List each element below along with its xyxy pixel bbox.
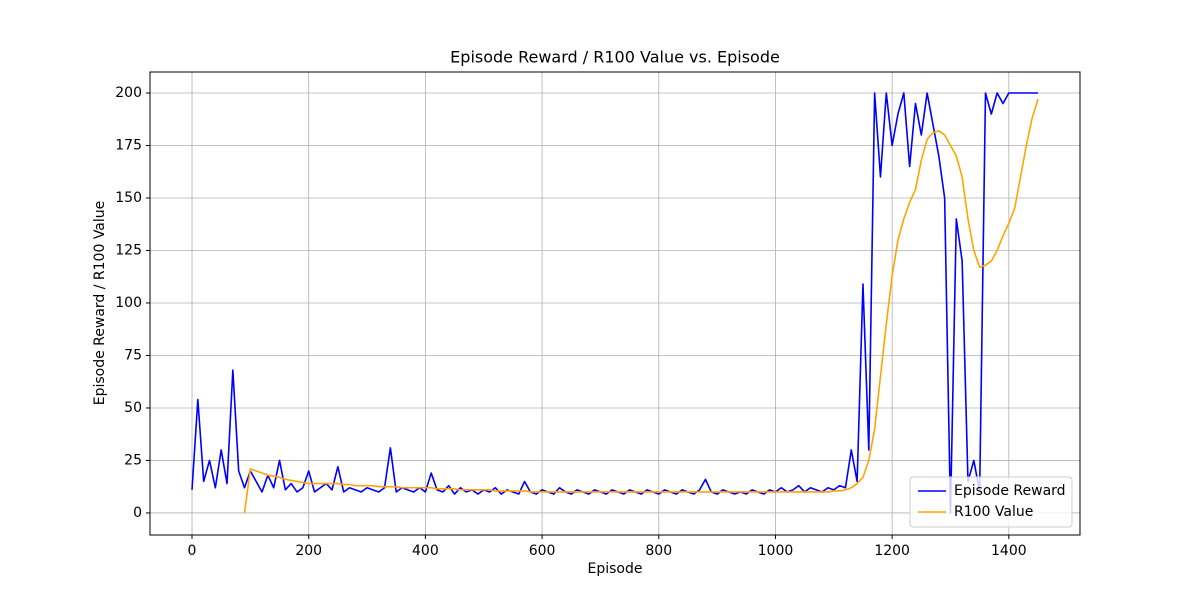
legend: Episode Reward R100 Value	[909, 476, 1073, 528]
y-tick-label: 200	[115, 85, 142, 101]
x-tick-label: 1200	[874, 543, 910, 559]
y-tick-label: 125	[115, 242, 142, 258]
y-tick-label: 150	[115, 190, 142, 206]
x-axis-label: Episode	[588, 561, 643, 577]
x-tick-label: 1000	[758, 543, 794, 559]
x-tick-label: 1400	[991, 543, 1027, 559]
series-line	[243, 99, 1039, 514]
y-axis-label: Episode Reward / R100 Value	[92, 201, 108, 406]
y-tick-label: 25	[124, 452, 142, 468]
y-tick-label: 0	[133, 505, 142, 521]
y-tick-label: 100	[115, 295, 142, 311]
chart-title: Episode Reward / R100 Value vs. Episode	[450, 48, 780, 67]
y-tick-label: 75	[124, 347, 142, 363]
x-tick-label: 800	[645, 543, 672, 559]
legend-box	[909, 476, 1073, 528]
x-tick-label: 200	[295, 543, 322, 559]
legend-label: Episode Reward	[954, 483, 1066, 499]
y-tick-label: 175	[115, 137, 142, 153]
x-tick-label: 600	[529, 543, 556, 559]
plot-frame	[149, 71, 1081, 536]
series-line	[191, 92, 1038, 514]
legend-label: R100 Value	[954, 504, 1033, 520]
x-tick-label: 400	[412, 543, 439, 559]
y-tick-label: 50	[124, 400, 142, 416]
x-tick-label: 0	[188, 543, 197, 559]
